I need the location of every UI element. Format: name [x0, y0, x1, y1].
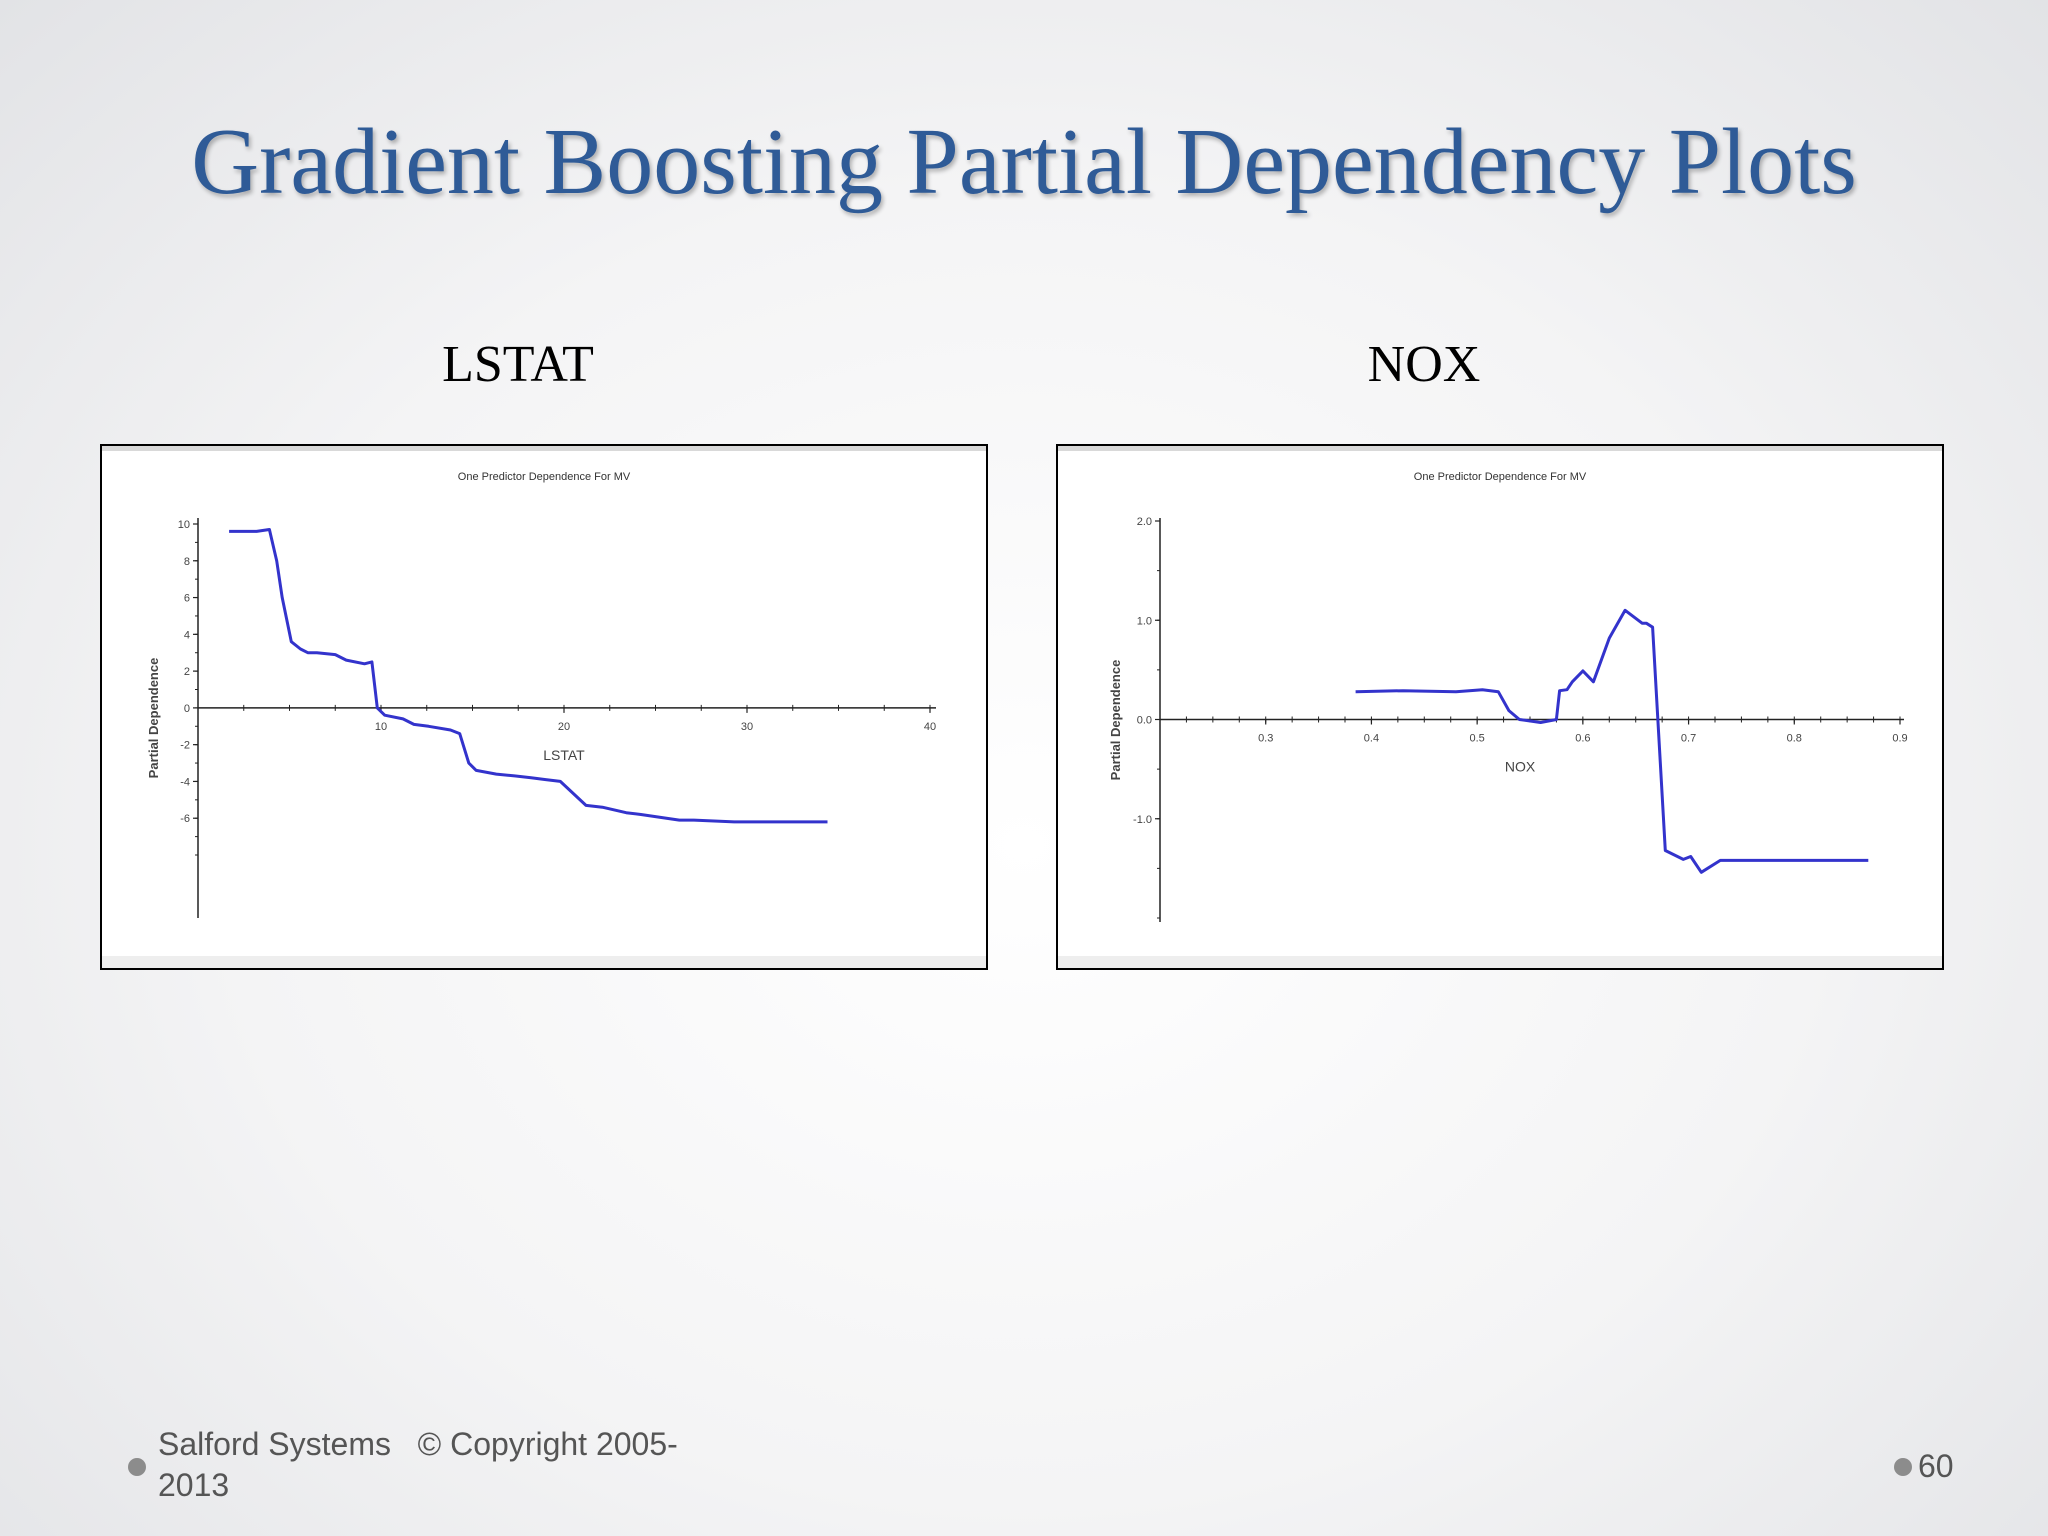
chart-nox: One Predictor Dependence For MV 2.0 1.0 0.0…	[1108, 471, 1908, 922]
y-tick-label: -2	[180, 740, 190, 752]
chart-title: One Predictor Dependence For MV	[1414, 471, 1587, 483]
slide-title: Gradient Boosting Partial Dependency Plo…	[191, 110, 1857, 214]
y-tick-label: -1.0	[1133, 814, 1152, 826]
footer-copyright: Salford Systems © Copyright 2005- 2013	[158, 1424, 758, 1506]
x-tick-label: 0.7	[1681, 733, 1696, 745]
y-axis-label: Partial Dependence	[146, 658, 161, 779]
x-tick-label: 0.9	[1892, 733, 1907, 745]
x-tick-label: 0.4	[1364, 733, 1379, 745]
x-tick-label: 0.3	[1258, 733, 1273, 745]
x-tick-label: 30	[741, 721, 753, 733]
series-line	[229, 528, 828, 824]
series-line	[1355, 608, 1869, 874]
chart-frame-lstat: One Predictor Dependence For MV 10 8 6 4 2 0 -2…	[100, 444, 988, 970]
y-tick-label: 1.0	[1137, 615, 1152, 627]
chart-frame-nox: One Predictor Dependence For MV 2.0 1.0 0.0…	[1056, 444, 1944, 970]
y-tick-label: 4	[184, 629, 190, 641]
x-axis-label: NOX	[1505, 759, 1536, 775]
y-axis-label: Partial Dependence	[1108, 660, 1123, 781]
y-tick-label: 0	[184, 703, 190, 715]
page-bullet-icon	[1894, 1458, 1912, 1476]
y-tick-label: 10	[178, 519, 190, 531]
x-axis-label: LSTAT	[543, 747, 585, 763]
x-tick-label: 40	[924, 721, 936, 733]
plot-caption-lstat: LSTAT	[442, 336, 594, 393]
y-tick-label: 2	[184, 666, 190, 678]
y-tick-label: 8	[184, 556, 190, 568]
footer-line-1: Salford Systems © Copyright 2005-	[158, 1426, 678, 1462]
y-tick-label: -6	[180, 813, 190, 825]
x-tick-label: 0.8	[1787, 733, 1802, 745]
chart-title: One Predictor Dependence For MV	[458, 471, 631, 483]
y-tick-label: 6	[184, 593, 190, 605]
y-tick-label: -4	[180, 776, 190, 788]
x-tick-label: 20	[558, 721, 570, 733]
chart-lstat: One Predictor Dependence For MV1086420-2…	[146, 471, 936, 918]
x-tick-label: 10	[375, 721, 387, 733]
y-tick-label: 0.0	[1137, 715, 1152, 727]
footer-bullet-icon	[128, 1458, 146, 1476]
y-tick-label: 2.0	[1137, 516, 1152, 528]
footer-line-2: 2013	[158, 1467, 230, 1503]
page-number: 60	[1918, 1448, 1954, 1484]
plot-caption-nox: NOX	[1367, 336, 1481, 393]
x-tick-label: 0.6	[1575, 733, 1590, 745]
x-tick-label: 0.5	[1469, 733, 1484, 745]
